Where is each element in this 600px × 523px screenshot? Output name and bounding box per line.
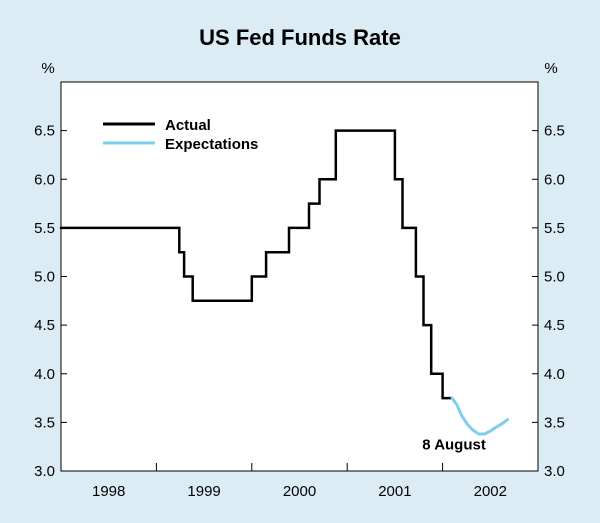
y-tick-label-left: 6.5 [34, 123, 55, 140]
y-tick-label-left: 6.0 [34, 171, 55, 188]
y-tick-label-left: 4.5 [34, 317, 55, 334]
y-axis-left: 3.0 3.5 4.0 4.5 5.0 5.5 6.0 6.5 [34, 123, 67, 480]
y-tick-label-right: 3.0 [544, 463, 565, 480]
y-axis-unit-right: % [544, 60, 557, 77]
y-tick-label-right: 6.0 [544, 171, 565, 188]
y-tick-label-left: 5.0 [34, 269, 55, 286]
legend-label-actual: Actual [165, 117, 211, 134]
y-tick-label-right: 5.0 [544, 269, 565, 286]
x-tick-label: 2000 [283, 483, 316, 500]
y-tick-label-right: 5.5 [544, 220, 565, 237]
y-tick-label-left: 3.0 [34, 463, 55, 480]
x-tick-label: 1998 [92, 483, 125, 500]
x-tick-label: 1999 [187, 483, 220, 500]
y-tick-label-right: 3.5 [544, 414, 565, 431]
x-axis: 1998 1999 2000 2001 2002 [92, 463, 507, 500]
y-tick-label-left: 5.5 [34, 220, 55, 237]
legend-label-expectations: Expectations [165, 136, 258, 153]
y-tick-label-left: 3.5 [34, 414, 55, 431]
legend: Actual Expectations [103, 117, 258, 153]
y-axis-unit-left: % [41, 60, 54, 77]
series-line-actual [59, 129, 454, 400]
y-axis-right: 3.0 3.5 4.0 4.5 5.0 5.5 6.0 6.5 [532, 123, 565, 480]
y-tick-label-left: 4.0 [34, 366, 55, 383]
plot-area [60, 81, 539, 472]
y-tick-label-right: 4.0 [544, 366, 565, 383]
chart-title: US Fed Funds Rate [199, 25, 401, 50]
x-tick-label: 2001 [378, 483, 411, 500]
series-group [59, 129, 509, 436]
y-tick-label-right: 4.5 [544, 317, 565, 334]
y-tick-label-right: 6.5 [544, 123, 565, 140]
series-line-expectations [450, 396, 509, 436]
annotation-8-august: 8 August [422, 437, 486, 454]
x-tick-label: 2002 [474, 483, 507, 500]
